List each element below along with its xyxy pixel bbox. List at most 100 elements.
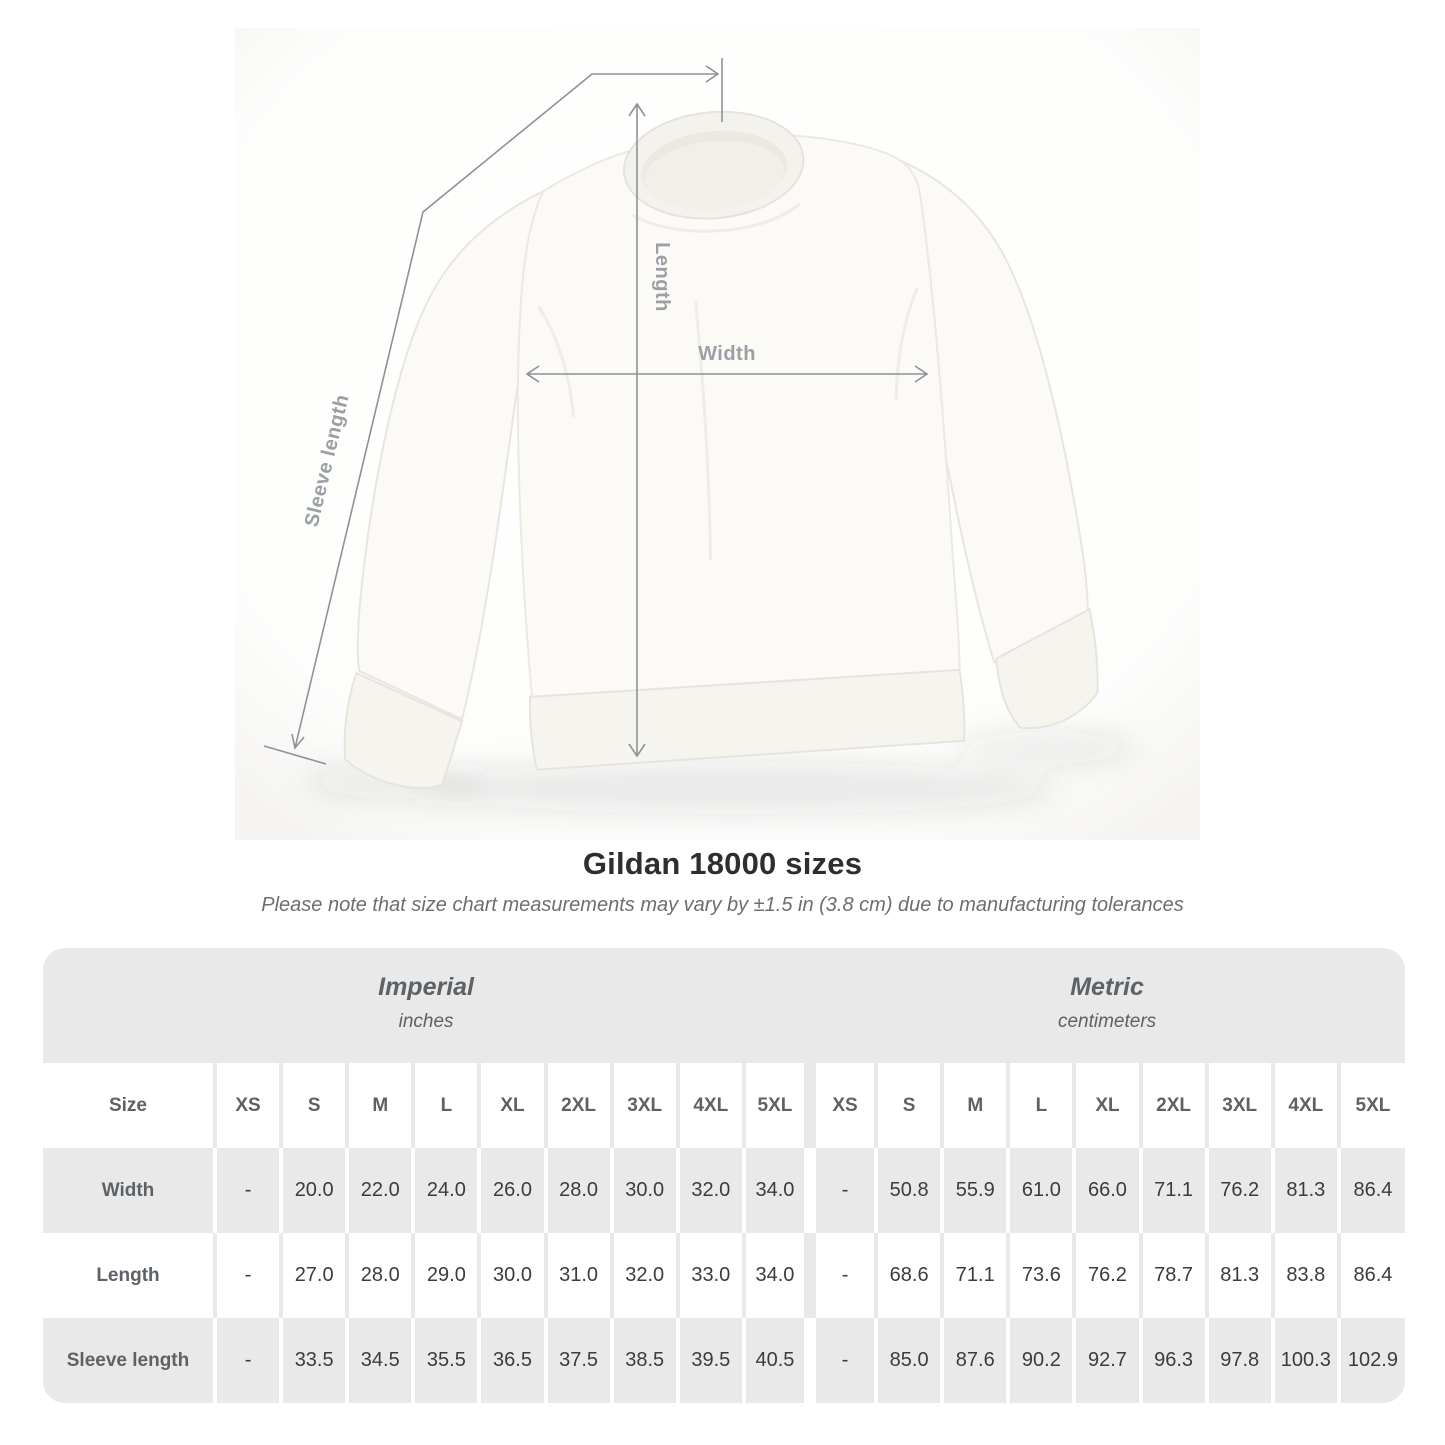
value-cell: 30.0 (611, 1148, 680, 1233)
width-arrow (525, 365, 929, 383)
value-cell: 28.0 (347, 1233, 416, 1318)
length-label: Length (651, 242, 673, 312)
measurement-annotations (263, 58, 929, 765)
value-cell: 39.5 (677, 1318, 746, 1403)
metric-section-header: Metric centimeters (809, 973, 1405, 1063)
value-cell: 26.0 (479, 1148, 548, 1233)
value-cell: 30.0 (479, 1233, 548, 1318)
value-cell: 97.8 (1206, 1318, 1275, 1403)
value-cell: - (809, 1318, 879, 1403)
value-cell: 87.6 (942, 1318, 1011, 1403)
value-cell: 66.0 (1074, 1148, 1143, 1233)
value-cell: 76.2 (1074, 1233, 1143, 1318)
value-cell: 71.1 (942, 1233, 1011, 1318)
length-arrow (628, 102, 646, 758)
size-header-imperial-s: S (281, 1063, 350, 1148)
imperial-section-header: Imperial inches (43, 973, 809, 1063)
size-table: Size XS S M L XL 2XL 3XL 4XL 5XL XS S M L XL 2XL 3XL 4XL 5… (43, 1063, 1405, 1403)
value-cell: 31.0 (545, 1233, 614, 1318)
value-cell: 32.0 (611, 1233, 680, 1318)
size-header-imperial-xl: XL (479, 1063, 548, 1148)
size-header-metric-2xl: 2XL (1140, 1063, 1209, 1148)
value-cell: 55.9 (942, 1148, 1011, 1233)
size-header-imperial-2xl: 2XL (545, 1063, 614, 1148)
value-cell: - (215, 1233, 284, 1318)
sweatshirt-image (343, 110, 1099, 789)
metric-unit: centimeters (1057, 1011, 1157, 1032)
value-cell: 78.7 (1140, 1233, 1209, 1318)
row-label: Sleeve length (43, 1318, 217, 1403)
metric-label: Metric (1070, 973, 1144, 1001)
value-cell: 71.1 (1140, 1148, 1209, 1233)
value-cell: 90.2 (1008, 1318, 1077, 1403)
value-cell: 61.0 (1008, 1148, 1077, 1233)
value-cell: 81.3 (1206, 1233, 1275, 1318)
size-header-metric-xl: XL (1074, 1063, 1143, 1148)
value-cell: 33.5 (281, 1318, 350, 1403)
size-header-metric-xs: XS (809, 1063, 879, 1148)
value-cell: 50.8 (876, 1148, 945, 1233)
row-label: Length (43, 1233, 217, 1318)
size-header-imperial-4xl: 4XL (677, 1063, 746, 1148)
value-cell: 96.3 (1140, 1318, 1209, 1403)
size-header-imperial-m: M (347, 1063, 416, 1148)
page-title: Gildan 18000 sizes (582, 846, 863, 881)
value-cell: 24.0 (413, 1148, 482, 1233)
value-cell: 20.0 (281, 1148, 350, 1233)
value-cell: 38.5 (611, 1318, 680, 1403)
units-header-row: Imperial inches Metric centimeters (43, 948, 1405, 1063)
value-cell: 34.5 (347, 1318, 416, 1403)
value-cell: 81.3 (1272, 1148, 1341, 1233)
size-header-imperial-xs: XS (215, 1063, 284, 1148)
size-table-card: Imperial inches Metric centimeters Size X… (43, 948, 1405, 1403)
tolerance-note: Please note that size chart measurements… (261, 894, 1184, 916)
value-cell: 34.0 (743, 1233, 816, 1318)
value-cell: 86.4 (1338, 1148, 1405, 1233)
row-label: Width (43, 1148, 217, 1233)
value-cell: - (215, 1318, 284, 1403)
size-header-metric-m: M (942, 1063, 1011, 1148)
value-cell: - (809, 1148, 879, 1233)
value-cell: - (215, 1148, 284, 1233)
measurement-row: Sleeve length -33.5 34.5 35.5 36.5 37.5 38.5 39… (43, 1318, 1405, 1403)
size-header-metric-4xl: 4XL (1272, 1063, 1341, 1148)
measurement-row: Length -27.0 28.0 29.0 30.0 31.0 32.0 33.0 34.0-… (43, 1233, 1405, 1318)
size-header-imperial-3xl: 3XL (611, 1063, 680, 1148)
size-header-imperial-l: L (413, 1063, 482, 1148)
imperial-label: Imperial (378, 973, 474, 1001)
value-cell: 76.2 (1206, 1148, 1275, 1233)
size-header-metric-s: S (876, 1063, 945, 1148)
size-header-imperial-5xl: 5XL (743, 1063, 816, 1148)
value-cell: 40.5 (743, 1318, 816, 1403)
sleeve-length-arrow (263, 58, 723, 765)
value-cell: 100.3 (1272, 1318, 1341, 1403)
measurement-row: Width -20.0 22.0 24.0 26.0 28.0 30.0 32.0 34.0-5… (43, 1148, 1405, 1233)
value-cell: 73.6 (1008, 1233, 1077, 1318)
imperial-unit: inches (398, 1011, 454, 1032)
value-cell: 36.5 (479, 1318, 548, 1403)
value-cell: - (809, 1233, 879, 1318)
value-cell: 34.0 (743, 1148, 816, 1233)
value-cell: 33.0 (677, 1233, 746, 1318)
value-cell: 35.5 (413, 1318, 482, 1403)
value-cell: 22.0 (347, 1148, 416, 1233)
value-cell: 27.0 (281, 1233, 350, 1318)
value-cell: 85.0 (876, 1318, 945, 1403)
size-header-metric-5xl: 5XL (1338, 1063, 1405, 1148)
collar (622, 110, 805, 220)
value-cell: 83.8 (1272, 1233, 1341, 1318)
value-cell: 86.4 (1338, 1233, 1405, 1318)
value-cell: 28.0 (545, 1148, 614, 1233)
size-header-row: Size XS S M L XL 2XL 3XL 4XL 5XL XS S M L XL 2XL 3XL 4XL 5… (43, 1063, 1405, 1148)
value-cell: 29.0 (413, 1233, 482, 1318)
size-header-metric-l: L (1008, 1063, 1077, 1148)
value-cell: 37.5 (545, 1318, 614, 1403)
width-label: Width (698, 343, 756, 365)
value-cell: 32.0 (677, 1148, 746, 1233)
value-cell: 68.6 (876, 1233, 945, 1318)
size-column-label: Size (43, 1063, 217, 1148)
size-header-metric-3xl: 3XL (1206, 1063, 1275, 1148)
value-cell: 92.7 (1074, 1318, 1143, 1403)
value-cell: 102.9 (1338, 1318, 1405, 1403)
